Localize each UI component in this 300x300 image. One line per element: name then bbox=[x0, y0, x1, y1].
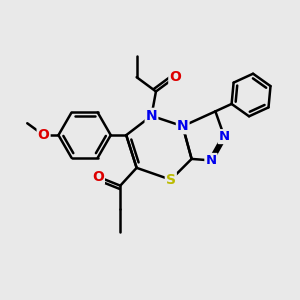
Text: N: N bbox=[146, 109, 157, 123]
Text: O: O bbox=[92, 170, 104, 184]
Text: O: O bbox=[38, 128, 50, 142]
Text: O: O bbox=[169, 70, 181, 84]
Text: N: N bbox=[177, 119, 188, 133]
Text: N: N bbox=[206, 154, 217, 167]
Text: N: N bbox=[219, 130, 230, 143]
Text: S: S bbox=[166, 173, 176, 187]
